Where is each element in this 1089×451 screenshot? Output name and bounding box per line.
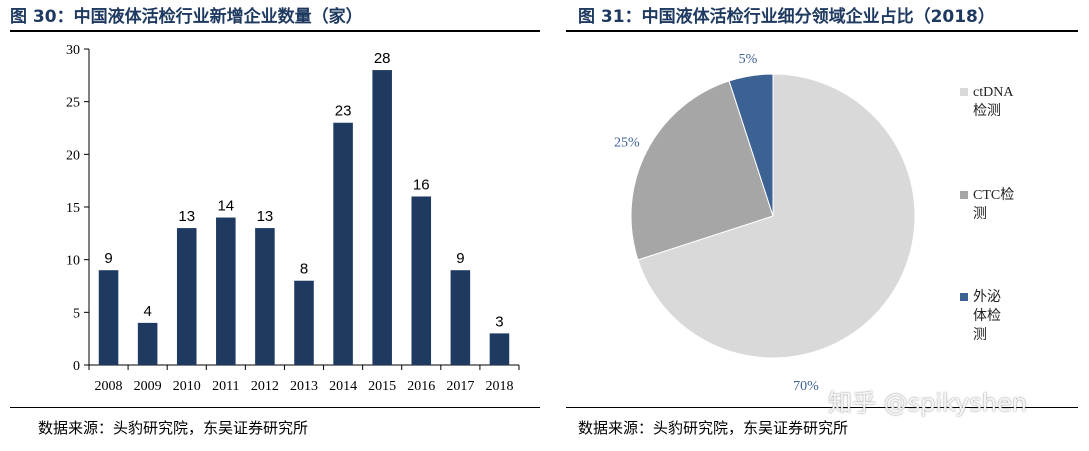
y-tick-label: 15 [66, 201, 80, 216]
x-tick-label-2014: 2014 [329, 379, 357, 394]
x-tick-label-2008: 2008 [95, 379, 123, 394]
left-source-rule [10, 407, 540, 408]
x-tick-label-2016: 2016 [407, 379, 435, 394]
bar-chart: 0 5 10 15 20 25 30 9 2008 4 2009 13 2010 14 2011 13 2012… [66, 43, 520, 394]
bar-value-label-2015: 28 [374, 50, 391, 67]
pie-value-label-ctdna: 70% [793, 379, 819, 394]
bar-value-label-2014: 23 [335, 103, 352, 120]
bar-value-label-2018: 3 [495, 313, 503, 330]
pie-slice-ctdna [637, 73, 916, 359]
pie-slice-ctc [630, 80, 774, 261]
pie-slice-exosome [728, 73, 774, 217]
legend-swatch-ctdna [960, 88, 968, 96]
bar-2016 [411, 196, 432, 365]
x-tick-label-2013: 2013 [290, 379, 318, 394]
bar-2015 [372, 70, 392, 366]
legend-label-exosome: 外泌体检测 [973, 290, 1001, 343]
x-tick-label-2018: 2018 [485, 379, 513, 394]
watermark: 知乎 @spikyshen [828, 389, 1027, 417]
bar-2011 [216, 217, 236, 365]
bar-value-label-2013: 8 [300, 261, 308, 278]
bar-value-label-2012: 13 [257, 208, 274, 225]
x-tick-label-2010: 2010 [173, 379, 201, 394]
right-title-rule [566, 30, 1078, 32]
left-figure-source: 数据来源：头豹研究院，东吴证券研究所 [38, 419, 309, 437]
y-tick-label: 5 [73, 306, 80, 321]
y-tick-label: 25 [66, 96, 80, 111]
x-tick-label-2015: 2015 [368, 379, 396, 394]
y-tick-label: 30 [66, 43, 80, 58]
y-tick-label: 20 [66, 148, 80, 163]
bar-2010 [176, 228, 197, 365]
legend-item-ctdna: ctDNA检测 [960, 83, 1025, 121]
y-tick-label: 0 [73, 359, 80, 374]
bar-2017 [450, 270, 471, 365]
legend-label-ctc: CTC检测 [973, 188, 1015, 222]
y-tick-label: 10 [66, 254, 80, 269]
bar-value-label-2008: 9 [104, 250, 112, 267]
bar-2012 [255, 228, 275, 365]
pie-value-label-exosome: 5% [739, 52, 758, 67]
x-tick-label-2009: 2009 [134, 379, 162, 394]
bar-value-label-2009: 4 [143, 303, 151, 320]
x-tick-label-2012: 2012 [251, 379, 279, 394]
bar-value-label-2016: 16 [413, 176, 430, 193]
bar-value-label-2017: 9 [456, 250, 464, 267]
bar-2013 [294, 280, 314, 365]
x-tick-label-2011: 2011 [212, 379, 239, 394]
bar-2008 [98, 270, 119, 365]
bar-2018 [489, 333, 510, 365]
pie-chart: 70% 25% 5% [614, 52, 916, 394]
bar-2014 [333, 122, 353, 365]
left-figure-title: 图 30：中国液体活检行业新增企业数量（家） [10, 7, 363, 27]
legend-swatch-exosome [960, 293, 968, 301]
bar-value-label-2011: 14 [217, 198, 234, 215]
right-figure-source: 数据来源：头豹研究院，东吴证券研究所 [578, 419, 849, 437]
bar-chart-plot: 0 5 10 15 20 25 30 9 2008 4 2009 13 2010 14 2011 13 2012… [66, 43, 520, 394]
pie-value-label-ctc: 25% [614, 136, 640, 151]
legend-item-ctc: CTC检测 [960, 186, 1025, 224]
right-source-rule [566, 407, 1078, 408]
pie-chart-plot: 70% 25% 5% [614, 52, 916, 394]
legend-swatch-ctc [960, 191, 968, 199]
legend-item-exosome: 外泌体检测 [960, 288, 1009, 345]
left-title-rule [10, 30, 540, 32]
bar-2009 [137, 322, 158, 365]
legend-label-ctdna: ctDNA检测 [973, 85, 1014, 119]
right-figure-title: 图 31：中国液体活检行业细分领域企业占比（2018） [578, 7, 995, 27]
bar-value-label-2010: 13 [178, 208, 195, 225]
x-tick-label-2017: 2017 [446, 379, 474, 394]
